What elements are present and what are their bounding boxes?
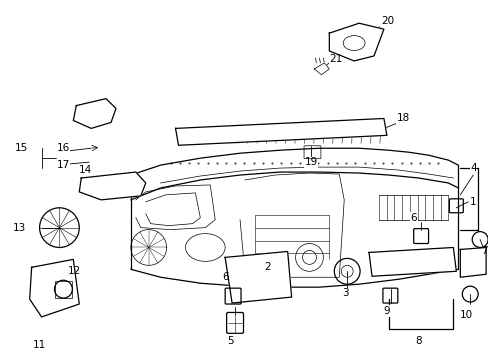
Text: 4: 4 — [470, 163, 477, 173]
Text: 13: 13 — [13, 222, 26, 233]
Text: 14: 14 — [79, 165, 93, 175]
Text: 12: 12 — [68, 266, 81, 276]
Polygon shape — [30, 260, 79, 317]
Polygon shape — [225, 251, 292, 303]
Polygon shape — [369, 247, 456, 276]
Text: 6: 6 — [410, 213, 417, 223]
Text: 8: 8 — [416, 336, 422, 346]
Text: 1: 1 — [470, 197, 477, 207]
Text: 9: 9 — [384, 306, 390, 316]
Text: 3: 3 — [342, 288, 349, 298]
Polygon shape — [315, 63, 329, 75]
Text: 11: 11 — [33, 340, 46, 350]
Text: 15: 15 — [15, 143, 28, 153]
Polygon shape — [460, 247, 486, 277]
Text: 2: 2 — [265, 262, 271, 272]
Polygon shape — [79, 172, 146, 200]
Text: 10: 10 — [460, 310, 473, 320]
Polygon shape — [329, 23, 384, 61]
Text: 6: 6 — [222, 272, 228, 282]
Text: 5: 5 — [227, 336, 233, 346]
Text: 17: 17 — [56, 160, 70, 170]
Text: 21: 21 — [329, 54, 343, 64]
Text: 7: 7 — [481, 247, 488, 256]
Text: 20: 20 — [381, 16, 394, 26]
Text: 18: 18 — [397, 113, 410, 123]
Polygon shape — [175, 118, 387, 145]
Text: 19: 19 — [304, 157, 318, 167]
Polygon shape — [74, 99, 116, 129]
Text: 16: 16 — [56, 143, 70, 153]
